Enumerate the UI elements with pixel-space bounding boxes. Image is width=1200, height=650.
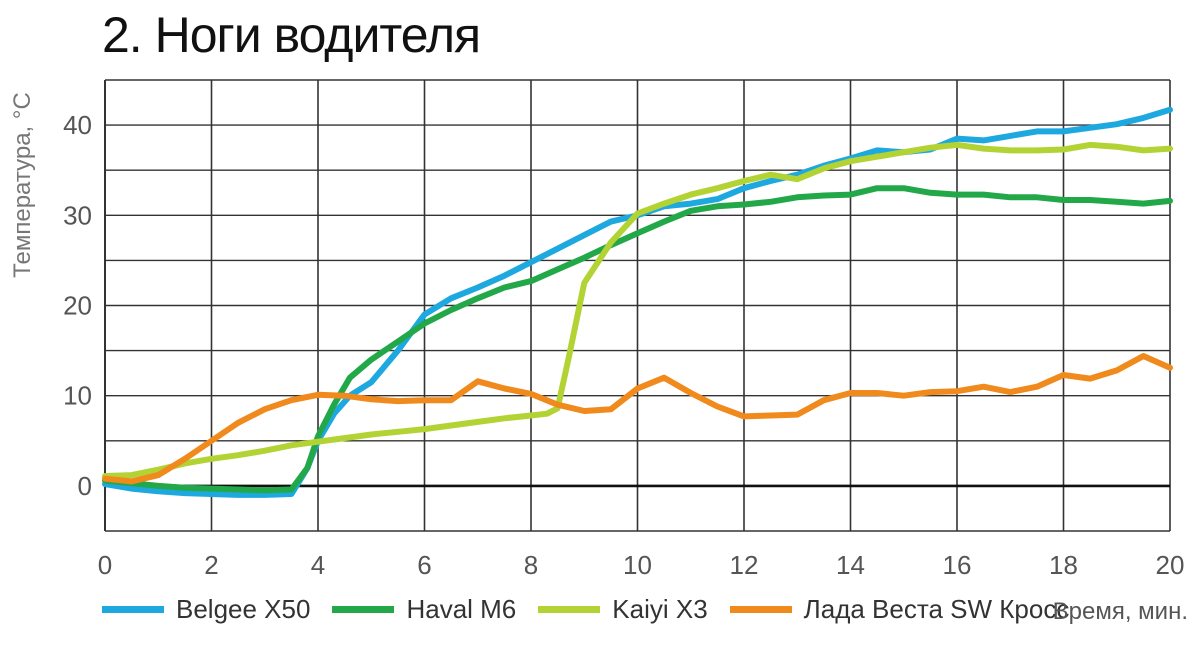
legend-swatch-lada-vesta: [729, 606, 792, 613]
x-tick-label: 6: [417, 550, 431, 580]
grid: [104, 79, 1171, 532]
y-tick-label: 10: [63, 381, 92, 411]
legend-label-kaiyi-x3: Kaiyi X3: [612, 594, 708, 624]
legend-item-lada-vesta: Лада Веста SW Кросс: [729, 594, 1070, 625]
y-tick-label: 30: [63, 200, 92, 230]
y-tick-label: 40: [63, 110, 92, 140]
legend-item-kaiyi-x3: Kaiyi X3: [538, 594, 708, 625]
x-tick-label: 16: [943, 550, 972, 580]
tick-labels: 0 2 4 6 8 10 12 14 16 18 20 0 10 20 30 40: [63, 110, 1184, 580]
x-tick-label: 12: [730, 550, 759, 580]
y-tick-label: 20: [63, 291, 92, 321]
chart-title: 2. Ноги водителя: [102, 7, 481, 63]
legend-label-lada-vesta: Лада Веста SW Кросс: [803, 594, 1070, 624]
x-axis-label: Время, мин.: [1052, 598, 1188, 625]
line-chart: 0 2 4 6 8 10 12 14 16 18 20 0 10 20 30 40 Температура, …: [9, 79, 1184, 580]
x-tick-label: 8: [524, 550, 538, 580]
x-tick-label: 20: [1156, 550, 1185, 580]
y-axis-label: Температура, °С: [9, 92, 36, 278]
legend-swatch-belgee-x50: [102, 606, 164, 613]
legend-swatch-haval-m6: [332, 606, 395, 613]
x-tick-label: 2: [204, 550, 218, 580]
x-tick-label: 10: [623, 550, 652, 580]
legend-label-haval-m6: Haval M6: [406, 594, 517, 624]
legend-item-haval-m6: Haval M6: [332, 594, 516, 625]
y-tick-label: 0: [78, 471, 92, 501]
legend-swatch-kaiyi-x3: [538, 606, 601, 613]
series-lines: [102, 106, 1173, 498]
x-tick-label: 14: [836, 550, 865, 580]
series-line-2: [102, 141, 1173, 479]
x-tick-label: 0: [98, 550, 112, 580]
series-line-3: [102, 353, 1173, 485]
legend-item-belgee-x50: Belgee X50: [102, 594, 310, 625]
series-line-0: [102, 106, 1173, 498]
x-tick-label: 18: [1049, 550, 1078, 580]
legend: Belgee X50 Haval M6 Kaiyi X3 Лада Веста …: [102, 594, 1091, 625]
x-tick-label: 4: [311, 550, 325, 580]
legend-label-belgee-x50: Belgee X50: [176, 594, 311, 624]
